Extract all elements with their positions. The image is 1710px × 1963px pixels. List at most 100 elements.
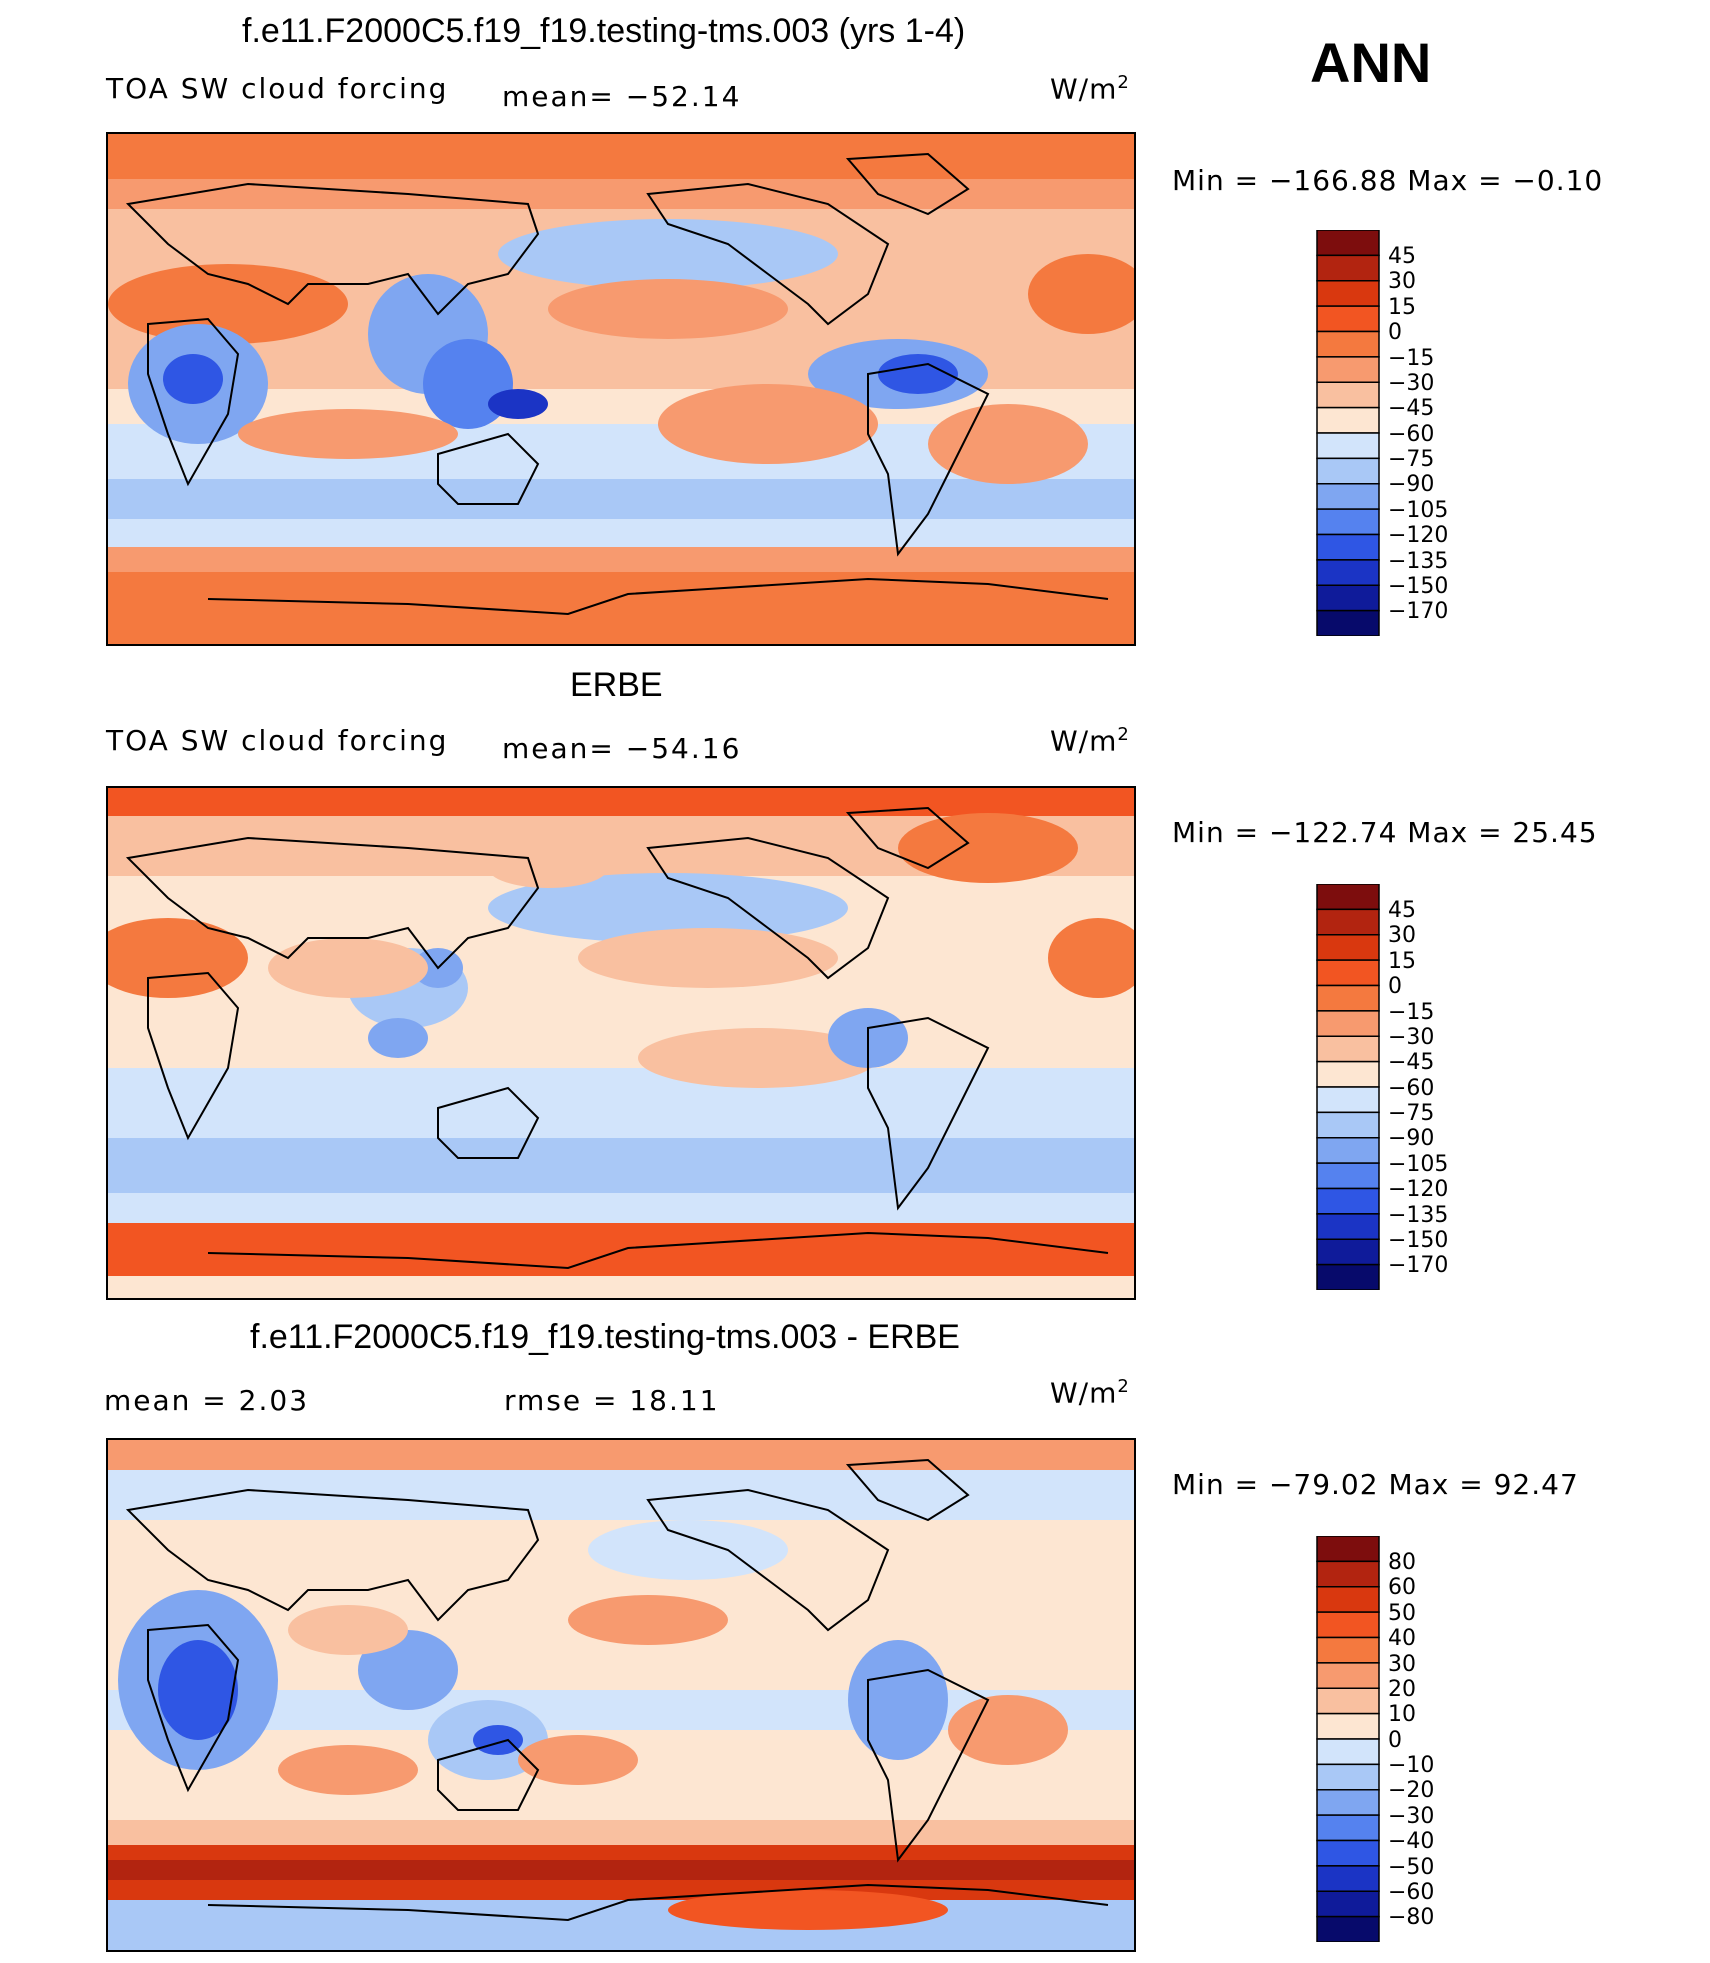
colorbar-swatch [1316,1560,1380,1588]
colorbar-swatch [1316,1611,1380,1639]
colorbar-label: −15 [1388,345,1435,371]
colorbar-swatch [1316,1687,1380,1715]
colorbar-swatch [1316,406,1380,434]
colorbar-swatch [1316,1662,1380,1689]
colorbar-swatch [1316,508,1380,536]
panel2-units: W/m2 [1050,724,1130,758]
colorbar-label: −30 [1388,1024,1435,1050]
panel2-map [106,786,1136,1300]
colorbar-swatch [1316,559,1380,586]
colorbar-swatch [1316,1915,1380,1943]
colorbar-label: −120 [1388,1177,1449,1203]
colorbar-swatch [1316,1890,1380,1918]
colorbar-swatch [1316,254,1380,282]
panel3-units: W/m2 [1050,1376,1130,1410]
colorbar-swatch [1316,1137,1380,1164]
colorbar-swatch [1316,1586,1380,1613]
colorbar-swatch [1316,984,1380,1012]
colorbar-swatch [1316,1712,1380,1740]
panel3-colorbar-labels: 80 60 50 40 30 20 10 0 −10 −20 −30 −40 −50 −60 −80 [1388,1550,1508,1931]
colorbar-swatch [1316,1111,1380,1139]
colorbar-swatch [1316,1060,1380,1088]
panel3-rmse: rmse = 18.11 [504,1384,720,1417]
colorbar-label: −120 [1388,523,1449,549]
panel1-map-graphic [108,134,1134,644]
colorbar-label: −60 [1388,1879,1435,1905]
colorbar-label: −90 [1388,1126,1435,1152]
panel1-units: W/m2 [1050,72,1130,106]
panel1-variable: TOA SW cloud forcing [106,72,449,105]
panel3-colorbar-graphic [1316,1535,1380,1943]
panel3-title: f.e11.F2000C5.f19_f19.testing-tms.003 - … [250,1318,960,1356]
colorbar-label: 80 [1388,1550,1416,1575]
colorbar-label: 0 [1388,974,1402,1000]
colorbar-swatch [1316,1636,1380,1664]
colorbar-label: −150 [1388,1227,1449,1253]
panel1-title: f.e11.F2000C5.f19_f19.testing-tms.003 (y… [242,12,966,50]
colorbar-swatch [1316,280,1380,307]
panel3-colorbar [1316,1535,1380,1943]
colorbar-swatch [1316,609,1380,637]
panel2-title: ERBE [570,666,663,704]
panel2-colorbar-graphic [1316,883,1380,1291]
panel1-colorbar-labels: 45 30 15 0 −15 −30 −45 −60 −75 −90 −105 −120 −135 −15… [1388,244,1508,625]
panel2-map-graphic [108,788,1134,1298]
colorbar-label: −90 [1388,472,1435,498]
colorbar-swatch [1316,1035,1380,1063]
colorbar-swatch [1316,908,1380,936]
colorbar-swatch [1316,584,1380,612]
colorbar-swatch [1316,1010,1380,1037]
colorbar-label: 30 [1388,1651,1416,1677]
panel1-minmax: Min = −166.88 Max = −0.10 [1172,164,1604,197]
colorbar-label: 45 [1388,244,1416,269]
colorbar-label: −80 [1388,1905,1435,1931]
colorbar-label: −45 [1388,396,1435,422]
colorbar-label: −10 [1388,1753,1435,1778]
colorbar-label: 15 [1388,948,1416,974]
colorbar-label: 45 [1388,898,1416,923]
panel1-colorbar-graphic [1316,229,1380,637]
colorbar-swatch [1316,1865,1380,1892]
colorbar-label: −75 [1388,1101,1435,1126]
colorbar-label: 20 [1388,1676,1416,1702]
colorbar-swatch [1316,1789,1380,1816]
colorbar-label: 60 [1388,1575,1416,1601]
panel1-map [106,132,1136,646]
colorbar-swatch [1316,934,1380,961]
colorbar-swatch [1316,959,1380,987]
panel2-mean: mean= −54.16 [502,732,742,765]
colorbar-swatch [1316,356,1380,383]
colorbar-label: 30 [1388,923,1416,949]
colorbar-swatch [1316,305,1380,333]
colorbar-swatch [1316,1162,1380,1190]
colorbar-swatch [1316,1839,1380,1867]
colorbar-swatch [1316,533,1380,561]
colorbar-label: −45 [1388,1050,1435,1076]
colorbar-label: −170 [1388,1253,1449,1279]
panel2-variable: TOA SW cloud forcing [106,724,449,757]
panel3-mean: mean = 2.03 [104,1384,310,1417]
colorbar-swatch [1316,1238,1380,1266]
colorbar-label: 15 [1388,294,1416,320]
colorbar-label: −105 [1388,497,1449,523]
colorbar-label: −60 [1388,421,1435,447]
colorbar-swatch [1316,1535,1380,1563]
colorbar-label: 40 [1388,1626,1416,1652]
colorbar-label: 0 [1388,1727,1402,1753]
colorbar-label: −75 [1388,447,1435,472]
colorbar-label: −170 [1388,599,1449,625]
colorbar-swatch [1316,432,1380,460]
colorbar-swatch [1316,1763,1380,1791]
colorbar-label: −135 [1388,1202,1449,1228]
colorbar-swatch [1316,883,1380,911]
colorbar-swatch [1316,1086,1380,1114]
panel2-minmax: Min = −122.74 Max = 25.45 [1172,816,1598,849]
panel3-map-graphic [108,1440,1134,1950]
panel2-colorbar [1316,883,1380,1291]
colorbar-label: 10 [1388,1702,1416,1728]
colorbar-label: −15 [1388,999,1435,1025]
panel1-colorbar [1316,229,1380,637]
panel3-map [106,1438,1136,1952]
colorbar-label: −40 [1388,1829,1435,1855]
colorbar-label: 30 [1388,269,1416,295]
